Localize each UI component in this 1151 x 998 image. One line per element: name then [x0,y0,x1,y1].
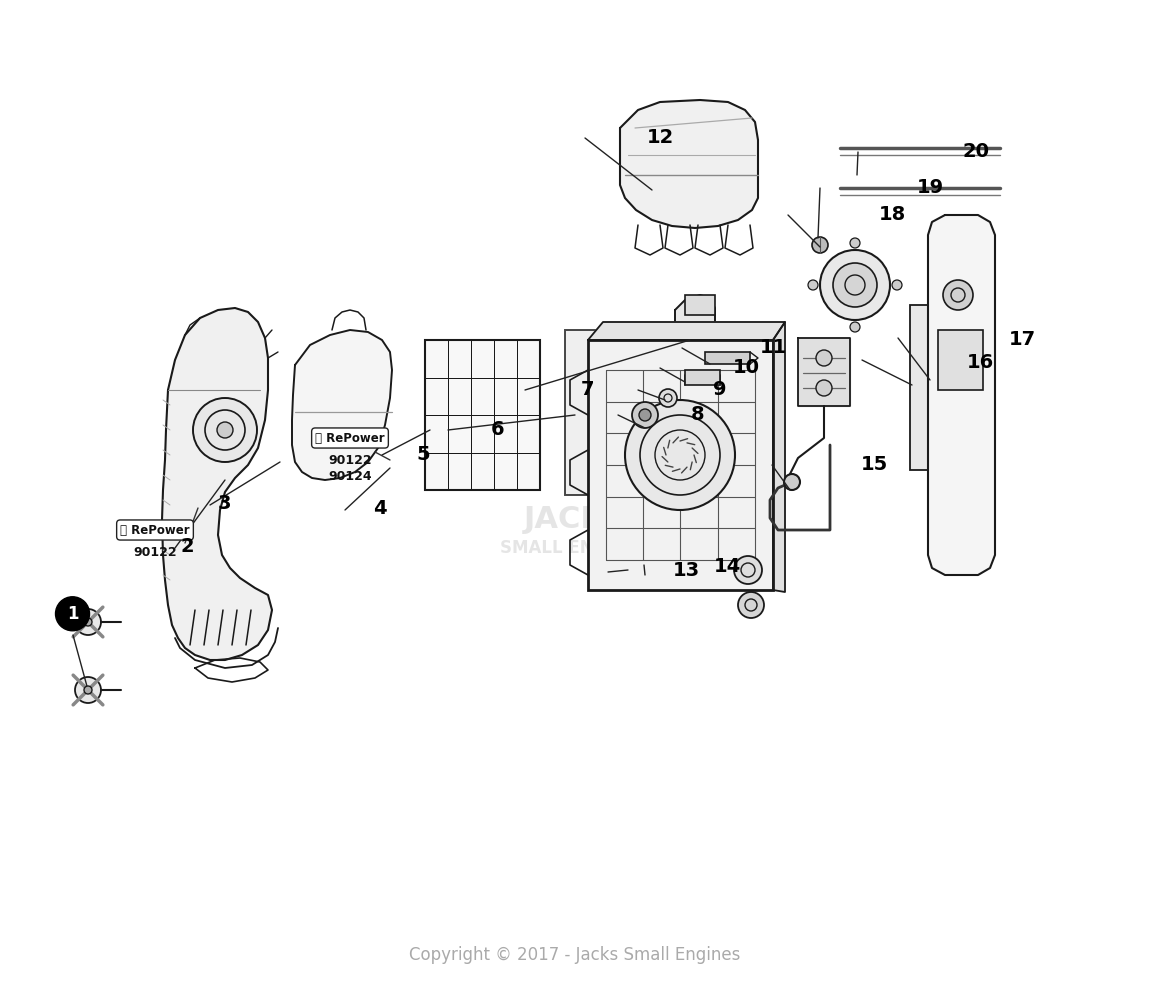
Circle shape [892,280,902,290]
Circle shape [816,350,832,366]
Bar [517,377,540,415]
Text: 15: 15 [861,454,889,474]
Bar [494,452,517,490]
Text: 12: 12 [647,128,674,148]
Circle shape [811,237,828,253]
Bar [517,340,540,377]
Circle shape [849,238,860,248]
Bar [588,340,773,590]
Text: 2: 2 [181,537,195,557]
Text: 4: 4 [373,499,387,519]
Bar [425,340,540,490]
Bar [685,295,715,315]
Bar [425,340,448,377]
Circle shape [75,677,101,703]
Text: 8: 8 [691,404,704,424]
Circle shape [660,389,677,407]
Text: 90122: 90122 [328,453,372,466]
Circle shape [943,280,973,310]
Bar [471,377,494,415]
Circle shape [734,556,762,584]
Bar [448,415,471,452]
Bar [471,415,494,452]
Polygon shape [674,295,715,522]
Polygon shape [588,322,785,340]
Circle shape [84,686,92,694]
Bar [448,452,471,490]
Bar [706,352,750,364]
Bar [517,415,540,452]
Circle shape [784,474,800,490]
Text: 20: 20 [962,142,990,162]
Circle shape [738,592,764,618]
Bar [938,330,983,390]
Text: 6: 6 [490,419,504,439]
Circle shape [808,280,818,290]
Bar [425,377,448,415]
Circle shape [84,618,92,626]
Text: 16: 16 [967,352,994,372]
Polygon shape [292,330,392,480]
Text: JACKS: JACKS [524,506,626,535]
Text: 9: 9 [712,379,726,399]
Circle shape [849,322,860,332]
Bar [448,377,471,415]
Polygon shape [620,100,759,228]
Text: 18: 18 [878,205,906,225]
Bar [425,415,448,452]
Bar [425,452,448,490]
Bar [494,415,517,452]
Circle shape [625,400,735,510]
Polygon shape [773,322,785,592]
Bar [685,370,721,385]
Text: Ⓡ RePower: Ⓡ RePower [120,524,190,537]
Bar [910,305,928,470]
Circle shape [75,609,101,635]
Bar [494,377,517,415]
Circle shape [193,398,257,462]
Text: Copyright © 2017 - Jacks Small Engines: Copyright © 2017 - Jacks Small Engines [410,946,741,964]
Circle shape [55,597,90,631]
Polygon shape [928,215,994,575]
Bar [471,340,494,377]
Circle shape [820,250,890,320]
Bar [471,452,494,490]
Text: 7: 7 [580,379,594,399]
Circle shape [632,402,658,428]
Circle shape [833,263,877,307]
Text: 1: 1 [67,605,78,623]
Bar [565,330,655,495]
Text: 90124: 90124 [328,469,372,482]
Text: 14: 14 [714,557,741,577]
Bar [517,452,540,490]
Text: 17: 17 [1008,329,1036,349]
Text: 11: 11 [760,337,787,357]
Text: 19: 19 [916,178,944,198]
Circle shape [218,422,233,438]
Text: 10: 10 [732,357,760,377]
Text: 90122: 90122 [134,546,177,559]
Text: SMALL ENGINES: SMALL ENGINES [500,539,650,557]
Circle shape [639,409,651,421]
Text: 3: 3 [218,494,231,514]
Text: 5: 5 [417,444,430,464]
Polygon shape [798,338,849,406]
Polygon shape [162,308,272,660]
Bar [494,340,517,377]
Circle shape [816,380,832,396]
Text: 13: 13 [672,561,700,581]
Bar [448,340,471,377]
Text: Ⓡ RePower: Ⓡ RePower [315,431,384,444]
